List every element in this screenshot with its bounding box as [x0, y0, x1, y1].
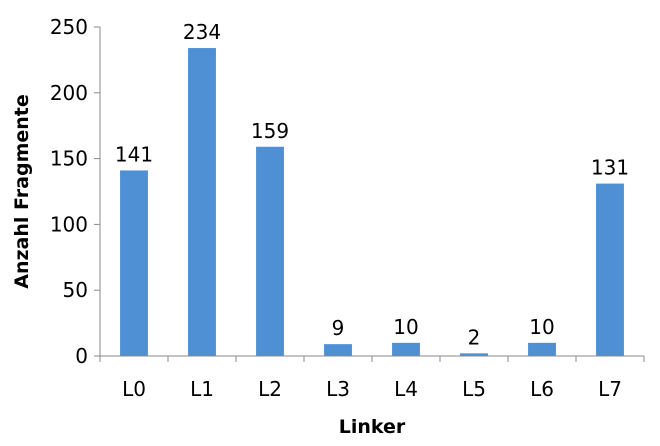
y-tick-label: 250	[50, 15, 88, 39]
data-label-l3: 9	[332, 316, 345, 340]
x-tick-label-l0: L0	[122, 377, 146, 401]
bar-l0	[120, 170, 148, 356]
data-label-l5: 2	[468, 325, 481, 349]
x-tick-label-l5: L5	[462, 377, 486, 401]
data-label-l4: 10	[393, 315, 418, 339]
x-tick-label-l1: L1	[190, 377, 214, 401]
data-label-l7: 131	[591, 156, 629, 180]
bar-l7	[596, 183, 624, 356]
data-label-l0: 141	[115, 142, 153, 166]
data-label-l2: 159	[251, 119, 289, 143]
x-axis-ticks: L0 L1 L2 L3 L4 L5 L6 L7	[99, 356, 645, 401]
y-tick-label: 150	[50, 147, 88, 171]
data-label-l6: 10	[529, 315, 554, 339]
bar-l2	[256, 146, 284, 356]
bar-l3	[324, 344, 352, 356]
y-axis-title: Anzahl Fragmente	[11, 94, 33, 289]
y-tick-label: 200	[50, 81, 88, 105]
bar-l6	[528, 342, 556, 356]
x-tick-label-l2: L2	[258, 377, 282, 401]
x-tick-label-l4: L4	[394, 377, 418, 401]
data-labels: 141 234 159 9 10 2 10 131	[115, 20, 629, 349]
bars	[120, 48, 624, 356]
y-axis-ticks: 0 50 100 150 200 250	[50, 15, 100, 368]
x-tick-label-l6: L6	[530, 377, 554, 401]
y-tick-label: 100	[50, 212, 88, 236]
data-label-l1: 234	[183, 20, 221, 44]
x-tick-label-l7: L7	[598, 377, 622, 401]
bar-l5	[460, 353, 488, 356]
x-tick-label-l3: L3	[326, 377, 350, 401]
x-axis-title: Linker	[339, 416, 406, 438]
bar-l4	[392, 342, 420, 356]
y-tick-label: 0	[75, 344, 88, 368]
bar-l1	[188, 48, 216, 356]
y-tick-label: 50	[63, 278, 88, 302]
